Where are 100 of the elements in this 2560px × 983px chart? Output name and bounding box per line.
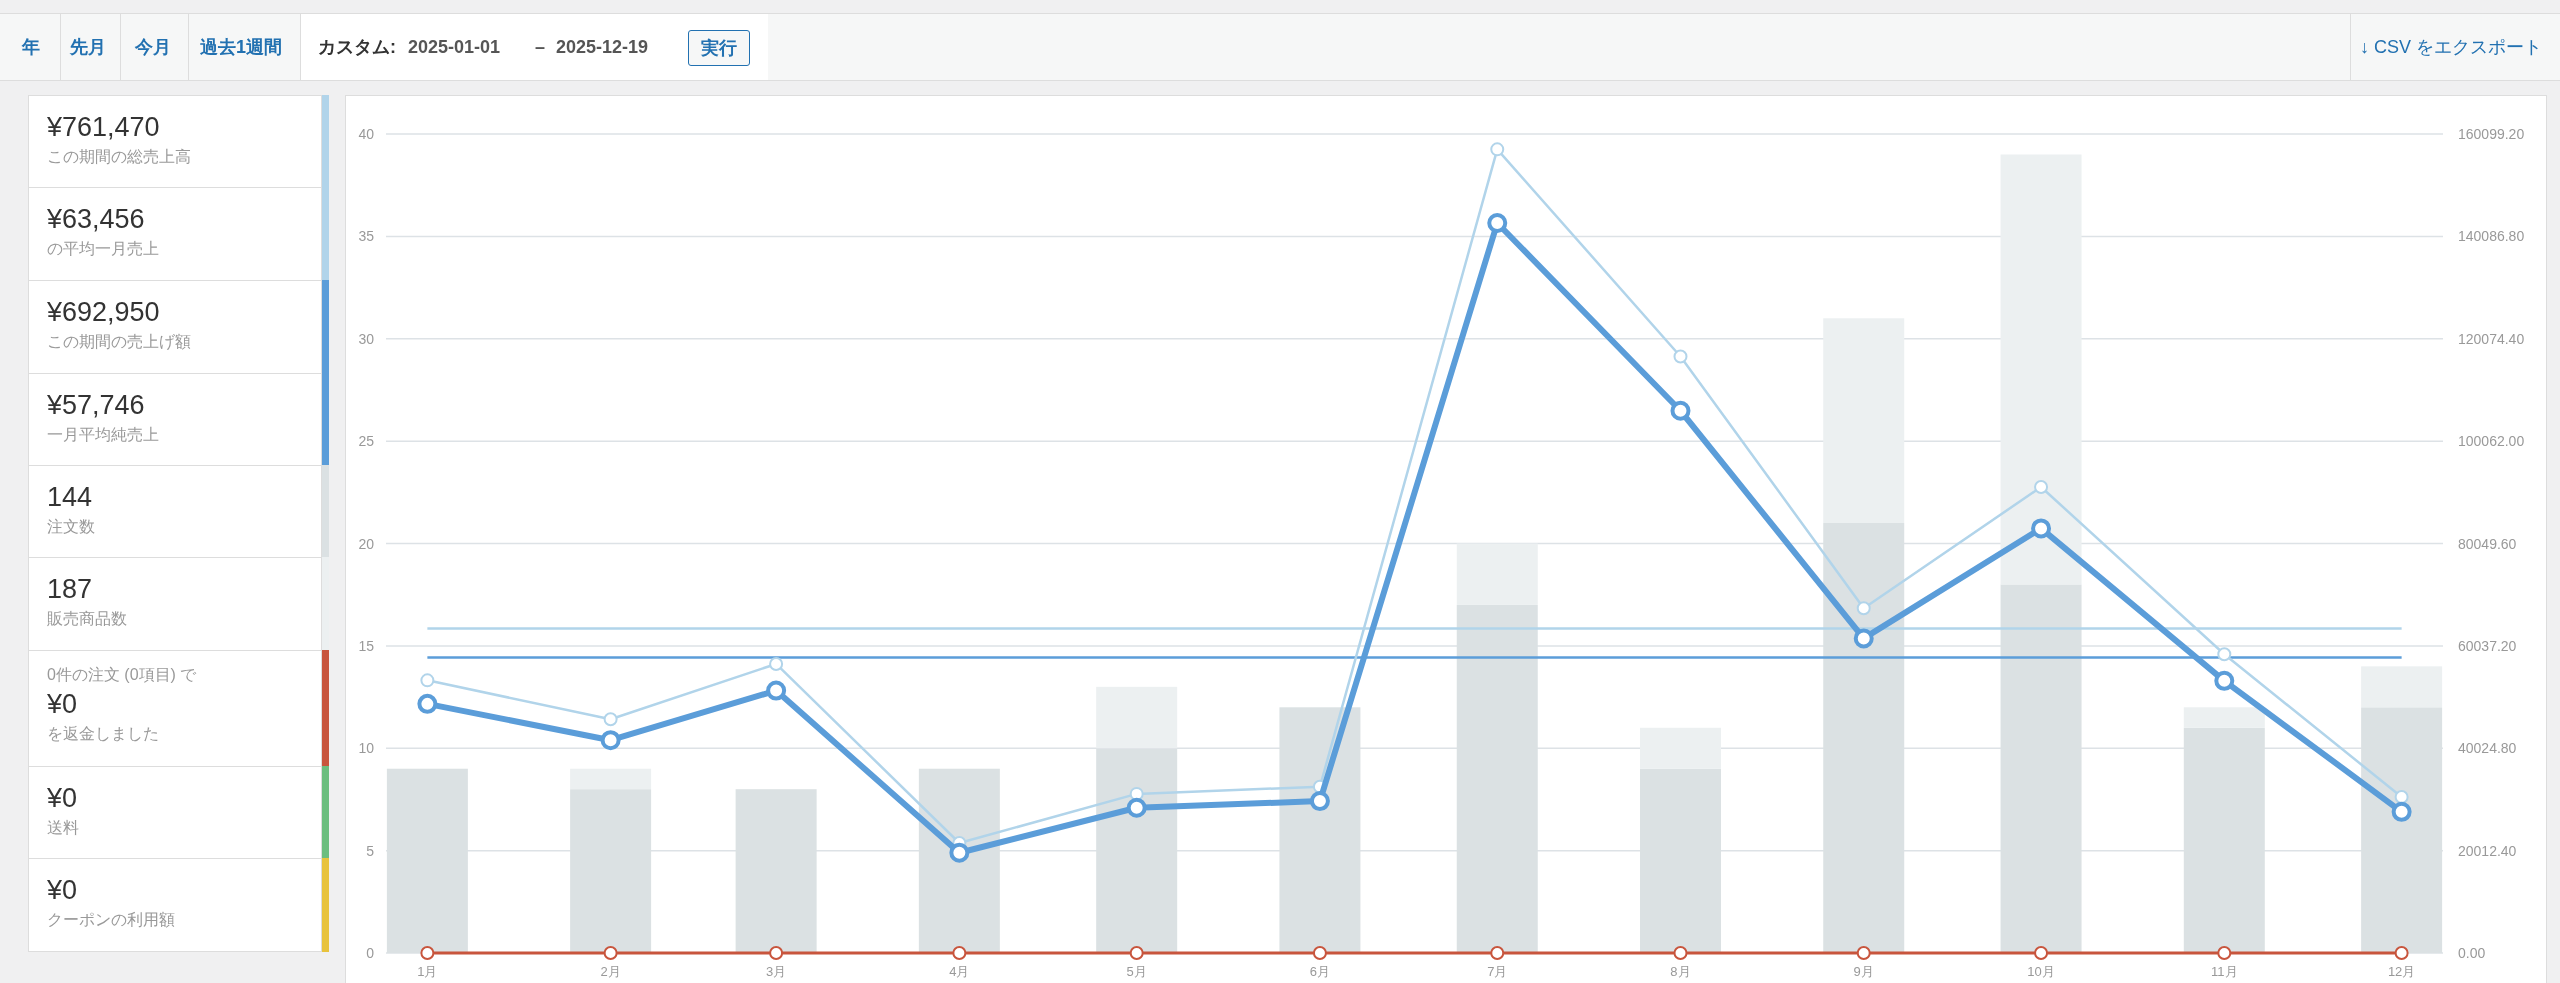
- point: [420, 673, 435, 688]
- text: 実行: [688, 30, 750, 66]
- point: [600, 730, 621, 751]
- point: [2217, 946, 2232, 960]
- y-tick-label: 10: [358, 740, 375, 757]
- point: [2391, 801, 2412, 822]
- x-tick-label: 11月: [2211, 964, 2238, 979]
- y2-tick-label: 140086.80: [2458, 228, 2525, 245]
- text: を返金しました: [47, 724, 159, 744]
- point: [949, 842, 970, 863]
- bar: [1639, 727, 1721, 769]
- text: カスタム:: [318, 36, 396, 59]
- point: [1670, 400, 1691, 421]
- y2-tick-label: 80049.60: [2458, 535, 2517, 552]
- x-tick-label: 5月: [1126, 964, 1147, 979]
- point: [417, 693, 438, 714]
- point: [1856, 601, 1871, 616]
- x-tick-label: 2月: [600, 964, 621, 979]
- point: [1129, 946, 1144, 960]
- x-tick-label: 8月: [1670, 964, 1691, 979]
- bar: [1456, 543, 1538, 605]
- y2-tick-label: 20012.40: [2458, 842, 2517, 859]
- point: [766, 680, 787, 701]
- point: [769, 946, 784, 960]
- point: [1309, 791, 1330, 812]
- x-tick-label: 12月: [2387, 964, 2416, 979]
- text: –: [535, 36, 546, 59]
- bar: [1823, 318, 1905, 524]
- bar: [1096, 686, 1178, 749]
- text: 2025-01-01: [408, 36, 501, 59]
- y-tick-label: 0: [366, 945, 375, 961]
- point: [420, 946, 435, 960]
- text: の平均一月売上: [47, 239, 159, 259]
- y-tick-label: 35: [358, 228, 375, 245]
- point: [1487, 213, 1508, 234]
- text: ¥57,746: [47, 390, 145, 421]
- text: ↓ CSV をエクスポート: [2360, 36, 2543, 59]
- point: [769, 656, 784, 671]
- point: [2394, 789, 2409, 804]
- y-tick-label: 25: [358, 433, 375, 450]
- text: ¥761,470: [47, 112, 160, 143]
- y2-tick-label: 120074.40: [2458, 330, 2525, 347]
- y2-tick-label: 40024.80: [2458, 740, 2517, 757]
- point: [952, 946, 967, 960]
- point: [1312, 946, 1327, 960]
- x-tick-label: 4月: [949, 964, 970, 979]
- point: [1490, 142, 1505, 157]
- point: [603, 946, 618, 960]
- text: この期間の総売上高: [47, 147, 191, 167]
- point: [1490, 946, 1505, 960]
- text: クーポンの利用額: [47, 910, 175, 930]
- x-tick-label: 1月: [417, 964, 438, 979]
- text: ¥0: [47, 689, 78, 720]
- text: 今月: [135, 36, 171, 59]
- y-tick-label: 20: [358, 535, 375, 552]
- text: ¥0: [47, 783, 78, 814]
- point: [1856, 946, 1871, 960]
- point: [1126, 797, 1147, 818]
- x-tick-label: 6月: [1309, 964, 1331, 979]
- y-tick-label: 40: [358, 126, 375, 142]
- point: [1673, 946, 1688, 960]
- y2-tick-label: 160099.20: [2458, 126, 2525, 142]
- x-tick-label: 10月: [2027, 964, 2055, 979]
- point: [2034, 479, 2049, 494]
- text: 注文数: [47, 517, 95, 537]
- y2-tick-label: 0.00: [2458, 945, 2486, 961]
- point: [603, 712, 618, 727]
- text: ¥63,456: [47, 204, 145, 235]
- text: 2025-12-19: [556, 36, 649, 59]
- y-tick-label: 15: [358, 637, 375, 654]
- point: [2034, 946, 2049, 960]
- x-tick-label: 3月: [766, 964, 787, 979]
- y-tick-label: 30: [358, 330, 375, 347]
- text: 一月平均純売上: [47, 425, 159, 445]
- point: [2394, 946, 2409, 960]
- y2-tick-label: 60037.20: [2458, 637, 2517, 654]
- point: [2031, 518, 2052, 539]
- x-tick-label: 9月: [1853, 964, 1874, 979]
- text: 144: [47, 482, 93, 513]
- text: 0件の注文 (0項目) で: [47, 665, 197, 685]
- text: この期間の売上げ額: [47, 332, 191, 352]
- text: 年: [22, 36, 40, 59]
- bar: [2000, 154, 2082, 585]
- point: [2214, 670, 2235, 691]
- bar: [570, 768, 652, 790]
- y-tick-label: 5: [366, 842, 375, 859]
- text: ¥692,950: [47, 297, 160, 328]
- point: [1673, 349, 1688, 364]
- x-tick-label: 7月: [1487, 964, 1508, 979]
- bar: [2361, 666, 2443, 708]
- text: 送料: [47, 818, 79, 838]
- text: 過去1週間: [200, 36, 283, 59]
- y2-tick-label: 100062.00: [2458, 433, 2525, 450]
- point: [2217, 647, 2232, 662]
- text: 販売商品数: [47, 609, 127, 629]
- bar: [2183, 707, 2265, 728]
- point: [1853, 628, 1874, 649]
- text: 先月: [70, 36, 106, 59]
- text: ¥0: [47, 875, 78, 906]
- text: 187: [47, 574, 93, 605]
